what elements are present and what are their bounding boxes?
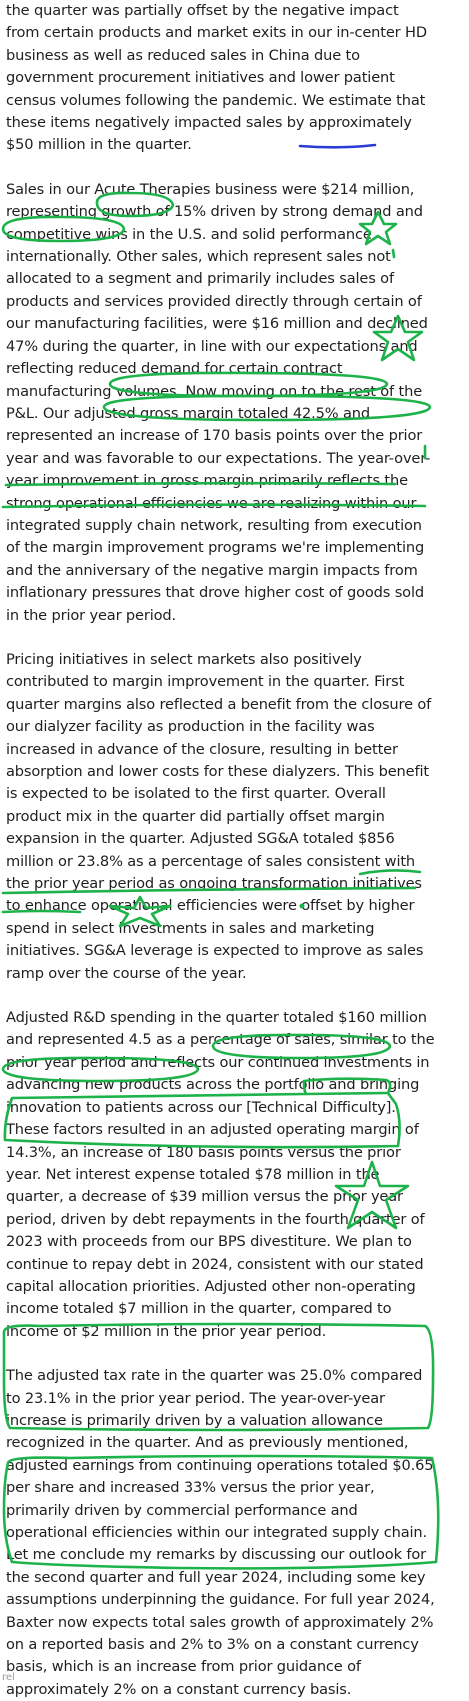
corner-label: rel xyxy=(2,1672,15,1683)
paragraph-1: the quarter was partially offset by the … xyxy=(6,2,427,154)
paragraph-4: Adjusted R&D spending in the quarter tot… xyxy=(6,1009,435,1340)
transcript-page: the quarter was partially offset by the … xyxy=(6,0,436,1701)
paragraph-2: Sales in our Acute Therapies business we… xyxy=(6,180,431,624)
paragraph-5: The adjusted tax rate in the quarter was… xyxy=(6,1367,435,1698)
paragraph-3: Pricing initiatives in select markets al… xyxy=(6,650,432,982)
